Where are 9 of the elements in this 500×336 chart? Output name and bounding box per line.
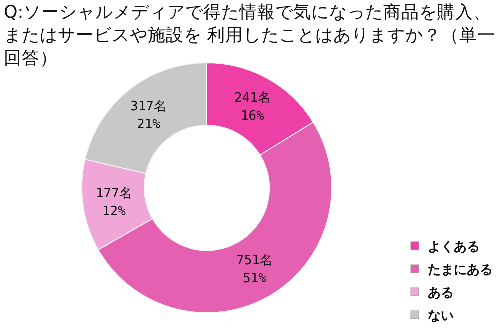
- legend-label: たまにある: [428, 263, 493, 278]
- data-label: 241名 16%: [234, 91, 271, 124]
- legend-label: ない: [428, 309, 454, 324]
- data-label: 317名 21%: [130, 100, 168, 133]
- chart-title: Q:ソーシャルメディアで得た情報で気になった商品を購入、またはサービスや施設を 利用したことはありますか？（単一回答）: [4, 2, 497, 71]
- legend-label: ある: [428, 286, 454, 301]
- data-label: 177名 12%: [96, 186, 132, 220]
- legend-label: よくある: [428, 240, 480, 255]
- data-label: 751名 51%: [236, 254, 274, 287]
